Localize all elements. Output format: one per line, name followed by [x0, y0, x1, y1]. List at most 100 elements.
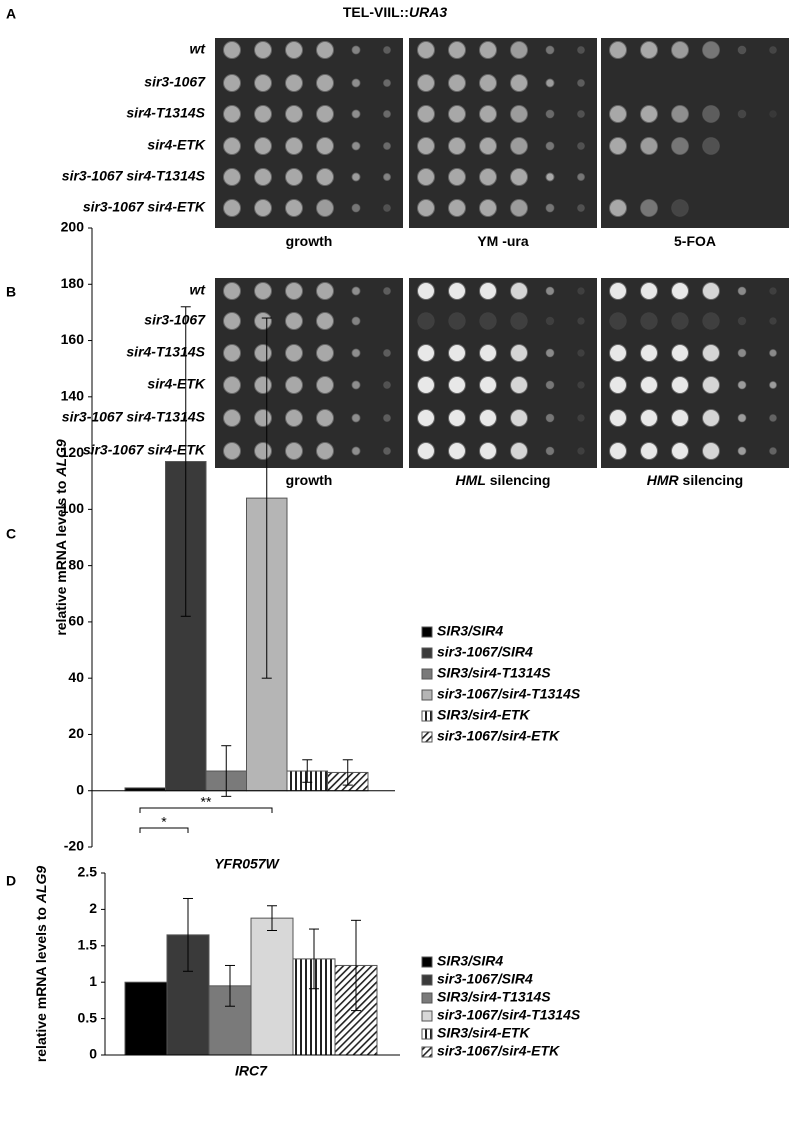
colony-spot [448, 41, 466, 59]
colony-spot [448, 409, 466, 427]
colony-spot [417, 376, 435, 394]
strain-label: sir3-1067 sir4-ETK [83, 442, 206, 458]
legend-swatch [421, 974, 433, 986]
colony-spot [479, 105, 497, 123]
text-part: ALG9 [53, 439, 69, 478]
colony-spot [223, 105, 241, 123]
colony-spot [448, 137, 466, 155]
colony-spot [671, 137, 689, 155]
colony-spot [479, 137, 497, 155]
error-bar [342, 759, 353, 786]
colony-spot [285, 74, 303, 92]
colony-spot [609, 41, 627, 59]
colony-spot [417, 282, 435, 300]
plate-label: growth [286, 233, 333, 249]
colony-spot [479, 199, 497, 217]
significance-bracket [139, 807, 273, 813]
colony-spot [640, 442, 658, 460]
plate-label: HML silencing [456, 472, 551, 488]
colony-spot [316, 282, 334, 300]
colony-spot [510, 199, 528, 217]
colony-spot [640, 376, 658, 394]
error-bar [351, 919, 361, 1012]
colony-spot [545, 172, 555, 182]
legend-label: SIR3/SIR4 [437, 623, 503, 639]
y-tick-label: 200 [61, 219, 85, 235]
legend-swatch [421, 992, 433, 1004]
colony-spot [737, 45, 747, 55]
colony-spot [417, 168, 435, 186]
colony-spot [671, 105, 689, 123]
error-bar [309, 928, 319, 990]
plate [409, 38, 597, 228]
significance-label: ** [201, 794, 212, 810]
colony-spot [769, 447, 777, 455]
text-part: HML [456, 472, 486, 488]
y-tick-label: 0.5 [78, 1009, 98, 1025]
colony-spot [577, 381, 585, 389]
colony-spot [285, 409, 303, 427]
error-bar [267, 905, 277, 932]
colony-spot [545, 316, 555, 326]
colony-spot [448, 74, 466, 92]
legend-swatch [421, 647, 433, 659]
y-tick-label: 160 [61, 331, 85, 347]
legend-swatch [421, 956, 433, 968]
y-tick-label: 60 [68, 613, 84, 629]
strain-label: sir4-ETK [147, 376, 205, 392]
colony-spot [577, 349, 585, 357]
colony-spot [316, 105, 334, 123]
colony-spot [448, 442, 466, 460]
colony-spot [254, 74, 272, 92]
colony-spot [351, 45, 361, 55]
text-part: 5-FOA [674, 233, 716, 249]
text-part: relative mRNA levels to [53, 477, 69, 636]
legend-label: sir3-1067/sir4-T1314S [437, 1007, 581, 1023]
colony-spot [545, 203, 555, 213]
colony-spot [577, 46, 585, 54]
colony-spot [671, 312, 689, 330]
colony-spot [577, 414, 585, 422]
strain-label: sir3-1067 sir4-T1314S [62, 409, 206, 425]
colony-spot [510, 409, 528, 427]
colony-spot [351, 413, 361, 423]
text-part: relative mRNA levels to [33, 903, 49, 1062]
colony-spot [254, 105, 272, 123]
colony-spot [702, 312, 720, 330]
colony-spot [640, 344, 658, 362]
colony-spot [351, 109, 361, 119]
colony-spot [671, 376, 689, 394]
colony-spot [479, 282, 497, 300]
colony-spot [609, 442, 627, 460]
colony-spot [737, 446, 747, 456]
colony-spot [417, 105, 435, 123]
colony-spot [545, 78, 555, 88]
colony-spot [316, 199, 334, 217]
category-label: IRC7 [235, 1063, 268, 1079]
colony-spot [351, 172, 361, 182]
colony-spot [510, 344, 528, 362]
colony-spot [545, 141, 555, 151]
strain-label: sir3-1067 sir4-T1314S [62, 168, 206, 184]
colony-spot [417, 409, 435, 427]
legend-swatch [421, 668, 433, 680]
significance-label: * [161, 814, 167, 830]
strain-label: sir4-T1314S [126, 344, 205, 360]
colony-spot [448, 282, 466, 300]
colony-spot [510, 312, 528, 330]
colony-spot [609, 199, 627, 217]
colony-spot [510, 168, 528, 186]
colony-spot [545, 348, 555, 358]
text-part: silencing [486, 472, 551, 488]
colony-spot [223, 312, 241, 330]
colony-spot [769, 46, 777, 54]
colony-spot [383, 79, 391, 87]
y-tick-label: -20 [64, 838, 84, 854]
colony-spot [285, 376, 303, 394]
y-tick-label: 180 [61, 275, 85, 291]
legend-swatch [421, 689, 433, 701]
colony-spot [545, 380, 555, 390]
colony-spot [316, 137, 334, 155]
legend-label: sir3-1067/sir4-ETK [437, 728, 560, 744]
